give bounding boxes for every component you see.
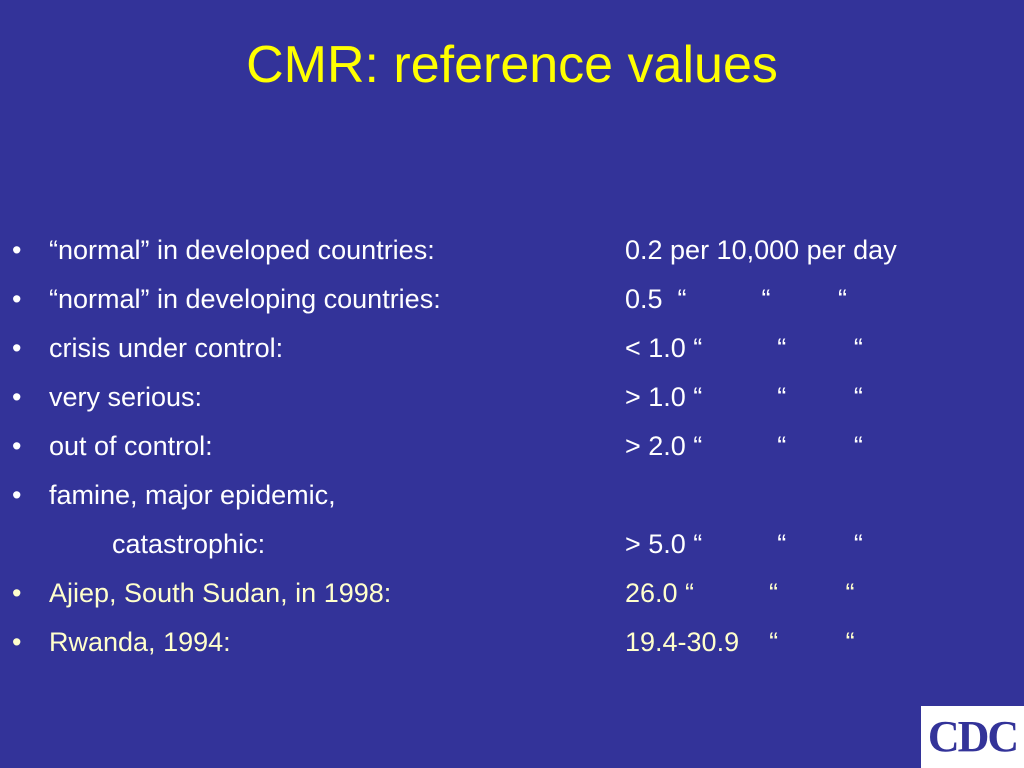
item-label: very serious: bbox=[49, 382, 203, 412]
item-label: “normal” in developed countries: bbox=[49, 235, 435, 265]
bullet-marker: • bbox=[12, 578, 22, 608]
item-value: 19.4-30.9 “ “ bbox=[625, 627, 855, 657]
list-item: • “normal” in developed countries: 0.2 p… bbox=[0, 226, 1024, 275]
item-value: > 5.0 “ “ “ bbox=[625, 529, 863, 559]
item-value: 0.5 “ “ “ bbox=[625, 284, 848, 314]
bullet-marker: • bbox=[12, 333, 22, 363]
list-item: • crisis under control: < 1.0 “ “ “ bbox=[0, 324, 1024, 373]
list-item: • very serious: > 1.0 “ “ “ bbox=[0, 373, 1024, 422]
item-value: < 1.0 “ “ “ bbox=[625, 333, 863, 363]
list-item: • out of control: > 2.0 “ “ “ bbox=[0, 422, 1024, 471]
bullet-marker: • bbox=[12, 480, 22, 510]
bullet-list: • “normal” in developed countries: 0.2 p… bbox=[0, 226, 1024, 667]
bullet-marker: • bbox=[12, 284, 22, 314]
item-label: out of control: bbox=[49, 431, 213, 461]
item-value: 0.2 per 10,000 per day bbox=[625, 235, 897, 265]
list-item-highlight: • Ajiep, South Sudan, in 1998: 26.0 “ “ … bbox=[0, 569, 1024, 618]
bullet-marker: • bbox=[12, 627, 22, 657]
item-value: > 2.0 “ “ “ bbox=[625, 431, 863, 461]
list-item-continuation: catastrophic: > 5.0 “ “ “ bbox=[0, 520, 1024, 569]
cdc-logo: CDC bbox=[921, 706, 1024, 768]
slide-title: CMR: reference values bbox=[246, 36, 778, 94]
list-item-highlight: • Rwanda, 1994: 19.4-30.9 “ “ bbox=[0, 618, 1024, 667]
item-label: Ajiep, South Sudan, in 1998: bbox=[49, 578, 392, 608]
cdc-logo-text: CDC bbox=[927, 712, 1019, 761]
item-label: “normal” in developing countries: bbox=[49, 284, 441, 314]
item-label: famine, major epidemic, bbox=[49, 480, 336, 510]
item-label: Rwanda, 1994: bbox=[49, 627, 231, 657]
list-item: • famine, major epidemic, bbox=[0, 471, 1024, 520]
item-value: > 1.0 “ “ “ bbox=[625, 382, 863, 412]
bullet-marker: • bbox=[12, 431, 22, 461]
list-item: • “normal” in developing countries: 0.5 … bbox=[0, 275, 1024, 324]
item-value: 26.0 “ “ “ bbox=[625, 578, 855, 608]
bullet-marker: • bbox=[12, 382, 22, 412]
item-label: crisis under control: bbox=[49, 333, 284, 363]
item-label: catastrophic: bbox=[112, 529, 266, 559]
bullet-marker: • bbox=[12, 235, 22, 265]
